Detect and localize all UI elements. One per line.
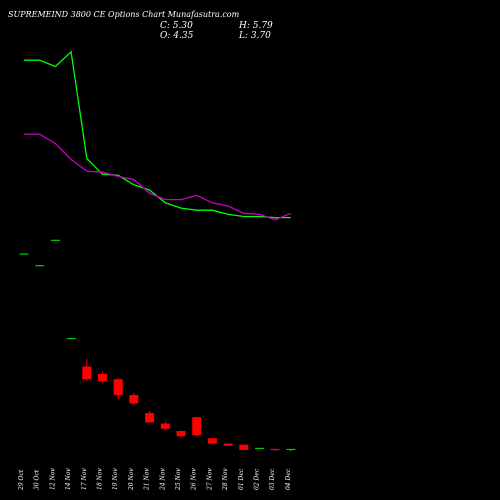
x-tick-label: 19 Nov xyxy=(112,468,119,490)
candle-body xyxy=(50,239,60,241)
candle-body xyxy=(145,412,155,423)
x-tick-label: 24 Nov xyxy=(159,468,166,491)
candle-body xyxy=(160,423,170,429)
candle-body xyxy=(98,373,107,382)
x-tick-label: 01 Dec xyxy=(238,468,245,490)
x-tick-label: 14 Nov xyxy=(65,468,72,490)
candle-body xyxy=(223,443,233,446)
x-tick-label: 30 Oct xyxy=(34,469,41,490)
candle-body xyxy=(129,395,139,404)
x-tick-label: 21 Nov xyxy=(144,468,151,491)
x-tick-label: 04 Dec xyxy=(285,468,292,490)
x-tick-label: 20 Nov xyxy=(128,468,135,491)
low-value: L: 3.70 xyxy=(239,31,271,41)
candle-body xyxy=(255,447,264,450)
candle-body xyxy=(176,430,186,437)
candle-body xyxy=(207,438,217,444)
candle-body xyxy=(239,444,249,450)
open-value: O: 4.35 xyxy=(160,31,194,41)
x-tick-label: 03 Dec xyxy=(269,468,276,490)
x-tick-label: 29 Oct xyxy=(18,469,25,491)
close-value: C: 5.30 xyxy=(160,21,193,31)
x-tick-label: 25 Nov xyxy=(175,468,182,491)
x-tick-label: 02 Dec xyxy=(254,468,261,490)
ma-line-1 xyxy=(24,50,291,219)
x-tick-label: 28 Nov xyxy=(222,468,229,491)
x-tick-label: 27 Nov xyxy=(206,468,213,491)
candle-body xyxy=(286,448,296,451)
candle-body xyxy=(113,379,123,396)
x-tick-label: 12 Nov xyxy=(49,468,56,490)
ma-line-2 xyxy=(24,133,292,221)
candle-body xyxy=(19,253,29,255)
candle-body xyxy=(66,337,76,340)
candle-body xyxy=(192,417,202,436)
x-tick-label: 17 Nov xyxy=(81,468,88,490)
candle-body xyxy=(270,448,280,451)
candle-body xyxy=(82,366,92,380)
x-tick-label: 26 Nov xyxy=(191,468,198,491)
x-tick-label: 18 Nov xyxy=(97,468,104,490)
candle-body xyxy=(35,265,45,267)
high-value: H: 5.79 xyxy=(239,21,273,31)
chart-title: SUPREMEIND 3800 CE Options Chart Munafas… xyxy=(8,10,240,19)
